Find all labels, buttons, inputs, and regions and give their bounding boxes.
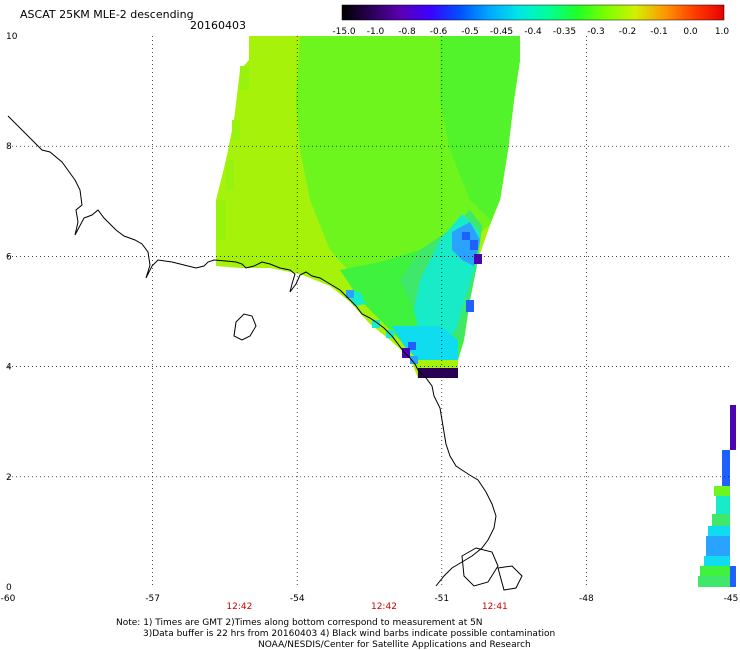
swath-east-cell bbox=[716, 496, 730, 514]
x-tick-label: -48 bbox=[579, 594, 594, 604]
x-tick-label: -57 bbox=[145, 594, 160, 604]
colorbar-tick-label: 1.0 bbox=[715, 27, 730, 37]
swath-cell bbox=[408, 342, 416, 350]
swath-cell bbox=[462, 232, 470, 240]
colorbar-tick-label: -0.35 bbox=[553, 27, 576, 37]
island-marajo bbox=[497, 565, 523, 591]
y-tick-label: 6 bbox=[6, 252, 12, 262]
notes-block: Note: 1) Times are GMT 2)Times along bot… bbox=[116, 618, 555, 650]
x-tick-label: -60 bbox=[1, 594, 16, 604]
map-plot-area bbox=[7, 36, 736, 591]
colorbar-tick-label: -0.1 bbox=[650, 27, 668, 37]
y-tick-label: 8 bbox=[6, 142, 12, 152]
swath-cell bbox=[466, 300, 474, 312]
colorbar-tick-label: -0.5 bbox=[461, 27, 479, 37]
swath-cell bbox=[232, 120, 240, 140]
axis-tick-labels: -60 -57 -54 -51 -48 -45 0 2 4 6 8 10 bbox=[1, 32, 739, 604]
note-line-1: Note: 1) Times are GMT 2)Times along bot… bbox=[116, 618, 483, 628]
y-tick-label: 4 bbox=[6, 363, 12, 373]
swath-east-cell bbox=[730, 566, 736, 587]
swath-cell bbox=[410, 356, 418, 364]
wind-swath-data bbox=[216, 36, 736, 587]
x-tick-label: -54 bbox=[290, 594, 305, 604]
colorbar: -15.0 -1.0 -0.8 -0.6 -0.5 -0.45 -0.4 -0.35 -0.3 -… bbox=[332, 4, 730, 37]
swath-cell bbox=[402, 348, 410, 358]
colorbar-tick-label: -0.45 bbox=[490, 27, 513, 37]
pass-time-label: 12:42 bbox=[226, 602, 252, 612]
swath-cell bbox=[474, 254, 482, 264]
colorbar-tick-label: -0.8 bbox=[398, 27, 416, 37]
swath-east-cell bbox=[700, 566, 730, 576]
swath-east-cell bbox=[712, 514, 730, 526]
x-tick-label: -51 bbox=[434, 594, 449, 604]
y-tick-label: 2 bbox=[6, 473, 12, 483]
pass-time-label: 12:41 bbox=[482, 602, 508, 612]
coastline bbox=[7, 115, 523, 591]
pass-times: 12:42 12:42 12:41 bbox=[226, 602, 507, 612]
swath-cell bbox=[240, 66, 249, 90]
note-line-3: NOAA/NESDIS/Center for Satellite Applica… bbox=[258, 640, 531, 650]
pass-time-label: 12:42 bbox=[371, 602, 397, 612]
island-devils bbox=[233, 313, 257, 341]
swath-cell bbox=[418, 368, 458, 378]
y-tick-label: 10 bbox=[6, 32, 18, 42]
swath-east-cell bbox=[730, 405, 736, 450]
swath-cell bbox=[372, 320, 380, 328]
swath-cell bbox=[216, 200, 226, 240]
y-tick-label: 0 bbox=[6, 583, 12, 593]
note-line-2: 3)Data buffer is 22 hrs from 20160403 4)… bbox=[143, 629, 555, 639]
graticule bbox=[8, 36, 731, 587]
colorbar-tick-label: -0.6 bbox=[430, 27, 448, 37]
colorbar-tick-label: -0.3 bbox=[587, 27, 605, 37]
swath-east-cell bbox=[714, 486, 730, 496]
swath-cell bbox=[346, 290, 354, 298]
swath-blue bbox=[452, 222, 480, 266]
colorbar-tick-label: -0.2 bbox=[619, 27, 637, 37]
coastline-north-south-america bbox=[7, 115, 497, 587]
figure-title: ASCAT 25KM MLE-2 descending bbox=[20, 8, 194, 21]
figure-date: 20160403 bbox=[190, 19, 246, 32]
island-caviana bbox=[461, 547, 499, 587]
swath-east-cell bbox=[706, 536, 730, 556]
swath-cyan-south bbox=[392, 326, 458, 360]
colorbar-gradient bbox=[341, 4, 725, 21]
x-tick-label: -45 bbox=[724, 594, 739, 604]
swath-east-green bbox=[440, 36, 520, 220]
swath-east-cell bbox=[722, 450, 730, 486]
swath-east-cell bbox=[704, 556, 730, 566]
colorbar-tick-label: -1.0 bbox=[367, 27, 385, 37]
colorbar-tick-label: -15.0 bbox=[332, 27, 356, 37]
swath-cell bbox=[470, 240, 478, 250]
colorbar-tick-label: -0.4 bbox=[524, 27, 542, 37]
swath-east-cell bbox=[698, 576, 730, 587]
colorbar-tick-label: 0.0 bbox=[683, 27, 698, 37]
swath-east-cell bbox=[708, 526, 730, 536]
swath-cell bbox=[226, 160, 234, 190]
